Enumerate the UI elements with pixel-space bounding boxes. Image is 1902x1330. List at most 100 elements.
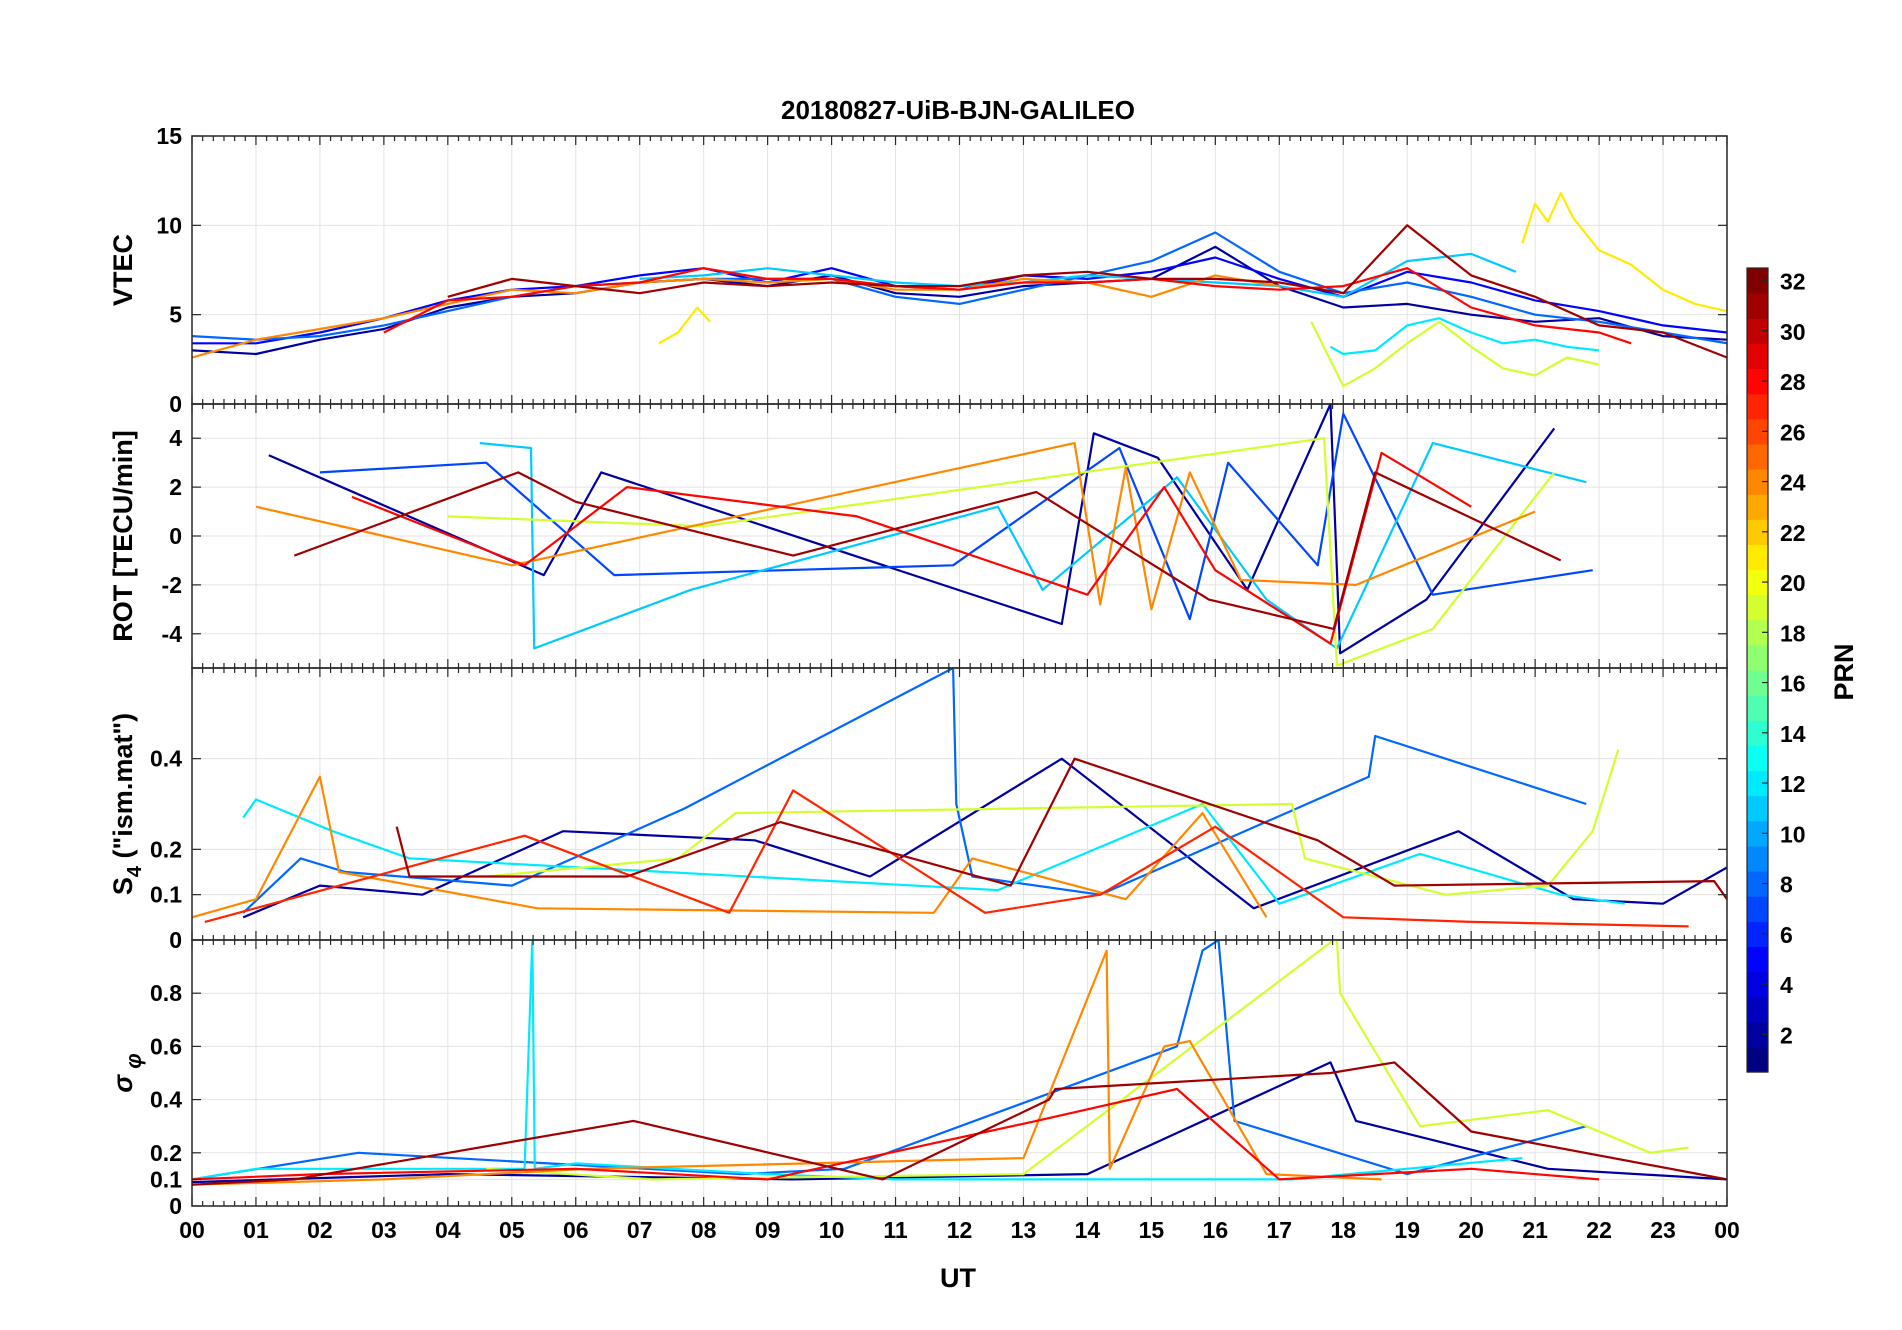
colorbar-tick-label: 12 [1780, 771, 1806, 797]
s4-series-prn-19 [486, 749, 1620, 896]
vtec-series-prn-24 [192, 274, 1280, 359]
x-tick-label: 08 [691, 1217, 717, 1243]
colorbar-tick-label: 14 [1780, 721, 1806, 747]
colorbar-segment [1747, 443, 1768, 470]
x-tick-label: 19 [1394, 1217, 1420, 1243]
s4-y-tick-label: 0.1 [150, 882, 182, 908]
rot-y-tick-label: 2 [169, 474, 182, 500]
colorbar-segment [1747, 996, 1768, 1023]
sigma_phi-series-prn-12 [192, 940, 1523, 1181]
x-tick-label: 18 [1330, 1217, 1356, 1243]
colorbar-segment [1747, 720, 1768, 746]
vtec-series-prn-31 [447, 224, 1727, 359]
sigma_phi-y-tick-label: 0.1 [150, 1166, 182, 1192]
vtec-series-prn-28 [383, 267, 1632, 345]
x-tick-label: 17 [1266, 1217, 1292, 1243]
colorbar-segment [1747, 494, 1768, 520]
colorbar-segment [1747, 795, 1768, 822]
colorbar-segment [1747, 820, 1768, 847]
sigma_phi-series-prn-28 [192, 1087, 1600, 1181]
colorbar-label: PRN [1829, 643, 1859, 700]
x-tick-label: 20 [1458, 1217, 1484, 1243]
colorbar-segment [1747, 971, 1768, 998]
colorbar-segment [1747, 619, 1768, 646]
colorbar-tick-label: 8 [1780, 872, 1793, 898]
vtec-series-prn-11 [639, 252, 1517, 298]
x-tick-label: 23 [1650, 1217, 1676, 1243]
vtec-series-prn-19 [1310, 320, 1600, 388]
vtec-y-tick-label: 10 [156, 212, 182, 238]
rot-y-axis-label: ROT [TECU/min] [108, 430, 138, 641]
rot-y-tick-label: 0 [169, 523, 182, 549]
x-axis-ticks: 00 01 02 03 04 05 06 07 08 09 10 11 12 13 14 15 16 17 18 19… [179, 1217, 1740, 1243]
colorbar-segment [1747, 695, 1768, 721]
colorbar-segment [1747, 871, 1768, 897]
colorbar-segment [1747, 393, 1768, 420]
x-tick-label: 16 [1203, 1217, 1229, 1243]
rot-y-tick-label: -4 [162, 621, 183, 647]
s4-y-tick-label: 0 [169, 927, 182, 953]
panel-rot: -4 -2 0 2 4 ROT [TECU/min] [108, 403, 1728, 669]
sigma_phi-y-tick-label: 0.4 [150, 1087, 182, 1113]
x-tick-label: 12 [947, 1217, 973, 1243]
colorbar-segment [1747, 946, 1768, 973]
vtec-y-tick-label: 15 [156, 123, 182, 149]
colorbar-segment [1747, 268, 1768, 294]
vtec-series-prn-2 [192, 245, 1727, 356]
colorbar-segment [1747, 594, 1768, 621]
colorbar-segment [1747, 569, 1768, 596]
vtec-y-tick-label: 0 [169, 391, 182, 417]
x-tick-label: 15 [1139, 1217, 1165, 1243]
colorbar-segment [1747, 418, 1768, 445]
colorbar-segment [1747, 644, 1768, 671]
x-tick-label: 07 [627, 1217, 653, 1243]
colorbar-segment [1747, 1046, 1768, 1073]
vtec-y-tick-label: 5 [169, 302, 182, 328]
sigma_phi-y-tick-label: 0.6 [150, 1033, 182, 1059]
colorbar-tick-label: 32 [1780, 269, 1806, 295]
colorbar-tick-label: 28 [1780, 369, 1806, 395]
s4-series-prn-2 [242, 757, 1727, 919]
colorbar-segment [1747, 293, 1768, 319]
colorbar-tick-label: 2 [1780, 1022, 1793, 1048]
s4-series-prn-31 [395, 757, 1727, 900]
colorbar-segment [1747, 318, 1768, 344]
sigma_phi-y-axis-label: σ φ [108, 1053, 146, 1093]
colorbar-tick-label: 10 [1780, 821, 1806, 847]
rot-series-prn-19 [447, 437, 1556, 667]
colorbar-frame [1746, 267, 1769, 1073]
vtec-series-prn-21 [1521, 192, 1727, 313]
colorbar-tick-label: 16 [1780, 671, 1806, 697]
x-tick-label: 05 [499, 1217, 525, 1243]
colorbar-tick-label: 22 [1780, 520, 1806, 546]
x-tick-label: 02 [307, 1217, 333, 1243]
chart-title: 20180827-UiB-BJN-GALILEO [781, 95, 1135, 125]
colorbar-tick-label: 4 [1780, 972, 1793, 998]
colorbar-tick-label: 20 [1780, 570, 1806, 596]
colorbar-segment [1747, 1021, 1768, 1048]
colorbar-tick-label: 18 [1780, 620, 1806, 646]
colorbar-tick-label: 24 [1780, 470, 1806, 496]
vtec-y-axis-label: VTEC [108, 234, 138, 306]
s4-series-prn-12 [242, 798, 1625, 905]
x-tick-label: 22 [1586, 1217, 1612, 1243]
sigma_phi-series-prn-8 [192, 940, 1587, 1181]
x-tick-label: 09 [755, 1217, 781, 1243]
sigma_phi-y-tick-label: 0.2 [150, 1140, 182, 1166]
rot-y-tick-label: -2 [162, 572, 182, 598]
colorbar-segment [1747, 896, 1768, 922]
colorbar-segment [1747, 343, 1768, 370]
colorbar-segment [1747, 745, 1768, 772]
colorbar-segment [1747, 544, 1768, 571]
sigma_phi-series-prn-19 [486, 940, 1689, 1181]
sigma_phi-series-prn-31 [192, 1061, 1727, 1186]
colorbar-segment [1747, 469, 1768, 495]
colorbar-segment [1747, 670, 1768, 696]
x-tick-label: 06 [563, 1217, 589, 1243]
colorbar-tick-label: 26 [1780, 419, 1806, 445]
rot-series-prn-31 [293, 471, 1562, 631]
x-tick-label: 13 [1011, 1217, 1037, 1243]
s4-y-tick-label: 0.2 [150, 836, 182, 862]
